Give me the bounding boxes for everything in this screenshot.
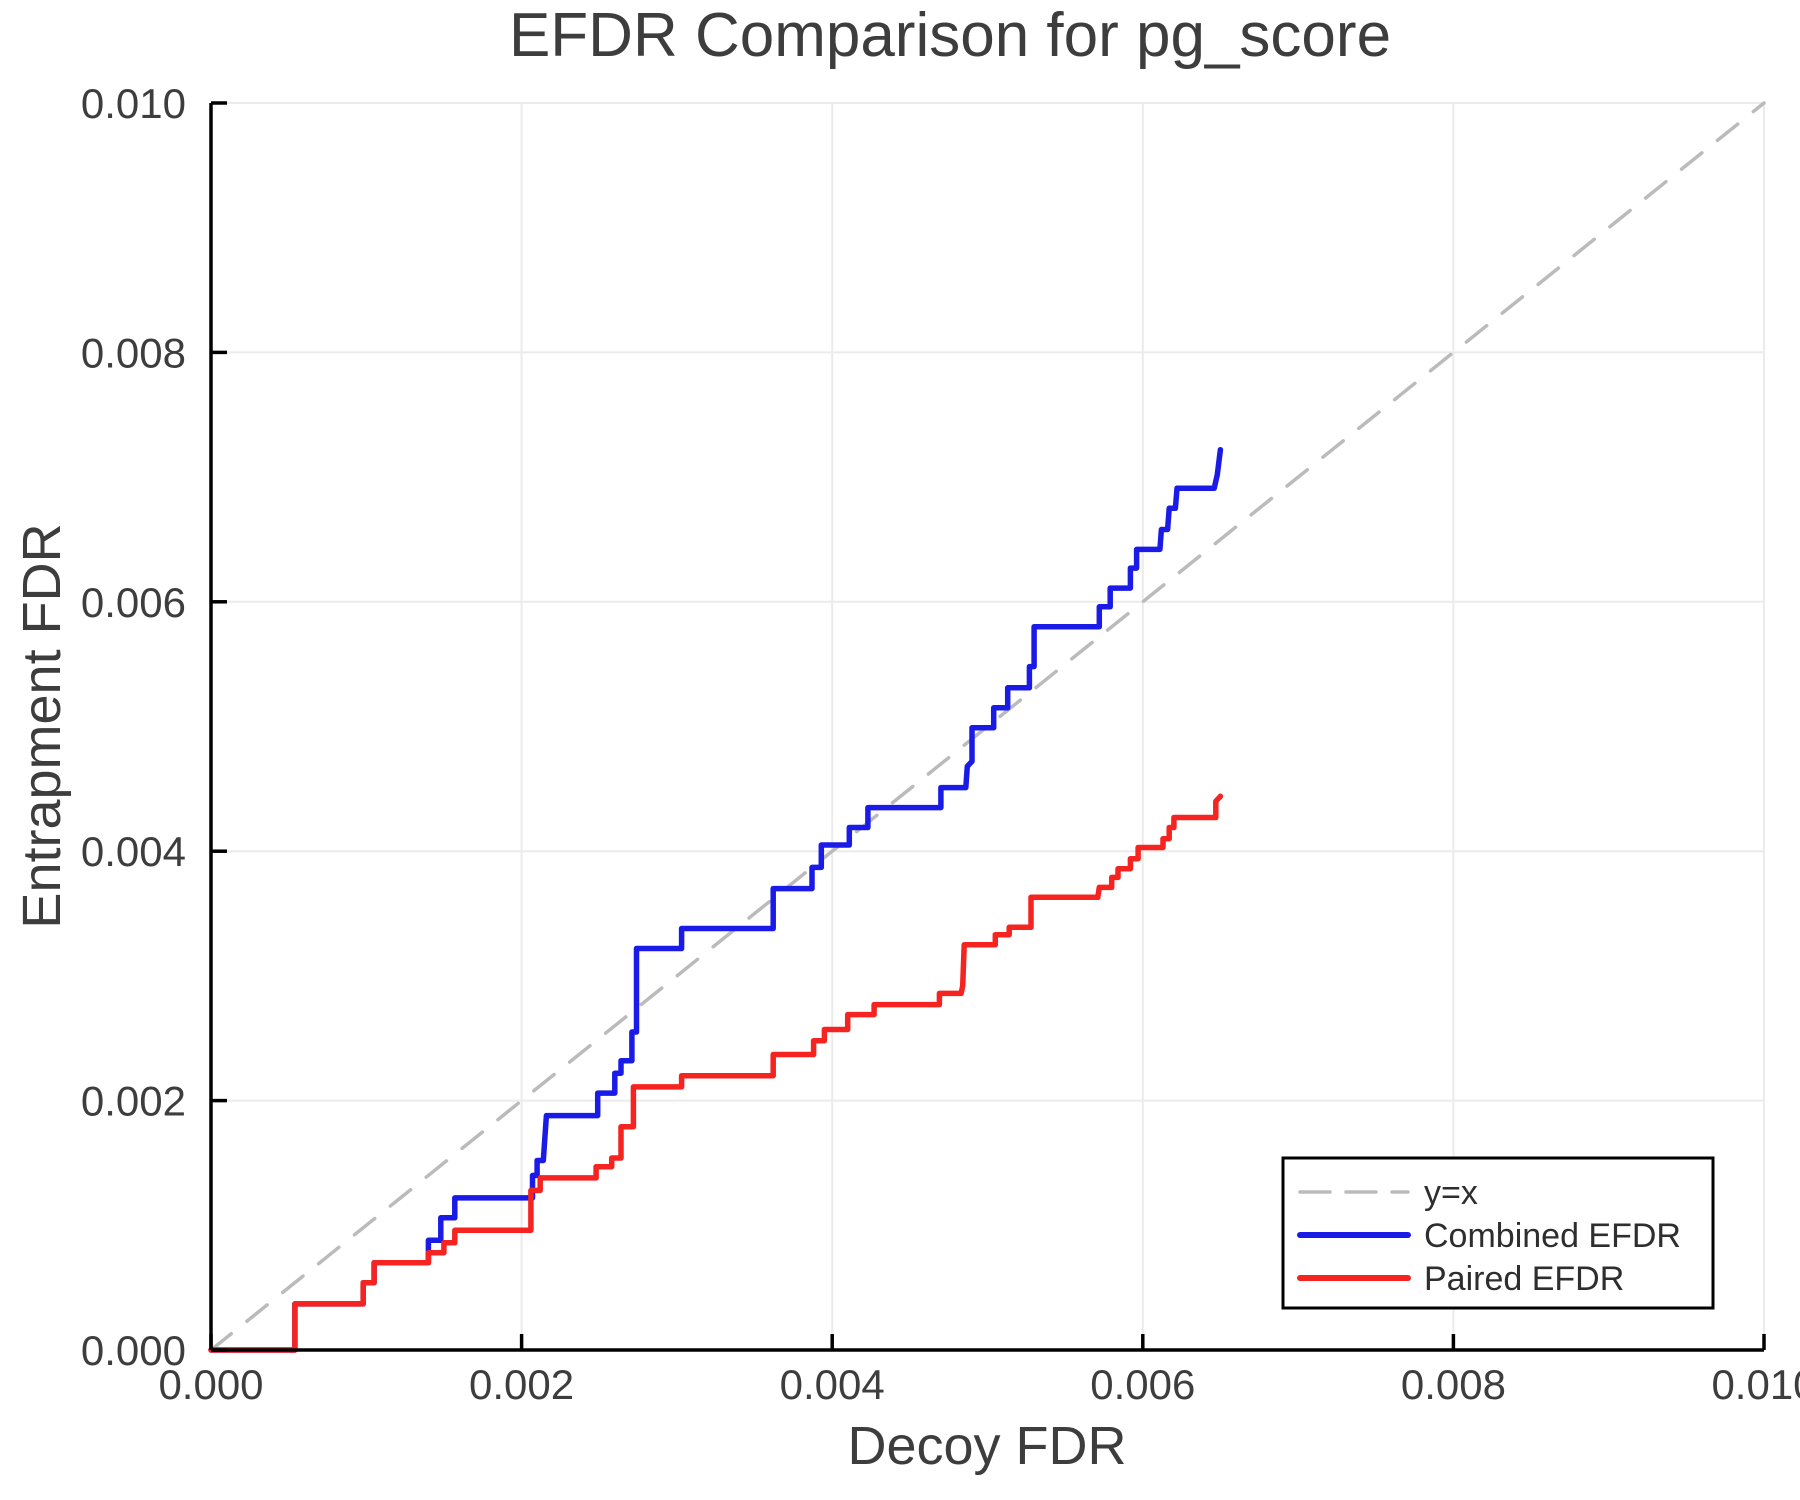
chart-title: EFDR Comparison for pg_score xyxy=(509,1,1391,70)
x-tick-label: 0.002 xyxy=(469,1361,574,1408)
x-tick-label: 0.004 xyxy=(780,1361,885,1408)
x-tick-label: 0.006 xyxy=(1090,1361,1195,1408)
y-tick-label: 0.008 xyxy=(81,329,186,376)
x-axis-label: Decoy FDR xyxy=(847,1416,1126,1476)
y-tick-label: 0.004 xyxy=(81,828,186,875)
y-axis-label: Entrapment FDR xyxy=(12,523,72,928)
combined-efdr-line xyxy=(208,446,1224,1353)
identity-line xyxy=(209,101,1766,1352)
gridlines xyxy=(211,102,1765,1350)
tick-labels: 0.000 0.002 0.004 0.006 0.008 0.010 0.000 0.002… xyxy=(81,80,1800,1408)
legend-label: y=x xyxy=(1424,1174,1478,1212)
legend-label: Combined EFDR xyxy=(1424,1217,1681,1255)
plot-series xyxy=(208,101,1766,1353)
x-tick-label: 0.000 xyxy=(158,1361,263,1408)
paired-efdr-line xyxy=(208,793,1224,1353)
x-tick-label: 0.010 xyxy=(1711,1361,1800,1408)
legend-label: Paired EFDR xyxy=(1424,1260,1624,1298)
y-tick-label: 0.002 xyxy=(81,1078,186,1125)
y-tick-label: 0.006 xyxy=(81,579,186,626)
axes xyxy=(209,101,1766,1352)
y-tick-label: 0.010 xyxy=(81,80,186,127)
x-tick-label: 0.008 xyxy=(1401,1361,1506,1408)
legend: y=x Combined EFDR Paired EFDR xyxy=(1281,1156,1715,1310)
y-tick-label: 0.000 xyxy=(81,1327,186,1374)
